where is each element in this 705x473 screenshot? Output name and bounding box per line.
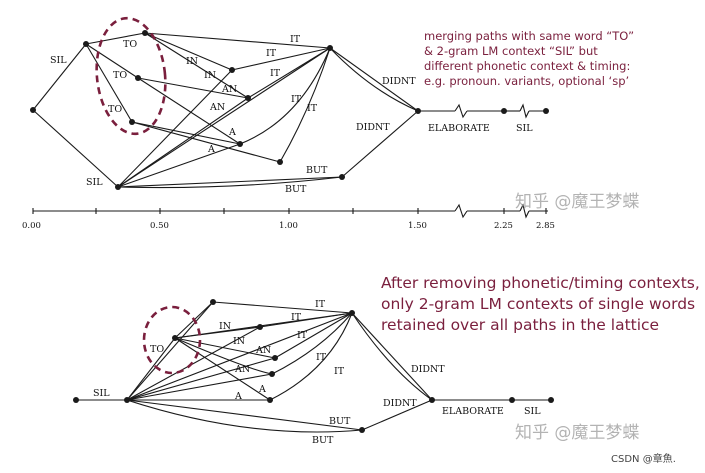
lower-label: SIL — [93, 388, 110, 399]
axis-tick-label: 1.50 — [408, 221, 427, 231]
lower-label: AN — [255, 345, 271, 356]
lower-label: TO — [150, 344, 164, 355]
upper-label: A — [228, 127, 236, 138]
upper-label: IN — [186, 56, 198, 67]
lower-label: BUT — [329, 416, 351, 427]
upper-label: BUT — [306, 165, 328, 176]
lower-label: IN — [233, 336, 245, 347]
upper-label: AN — [209, 102, 225, 113]
lower-label: BUT — [312, 435, 334, 446]
upper-label: IT — [270, 68, 281, 79]
lower-label: IT — [334, 366, 345, 377]
upper-label: A — [207, 144, 215, 155]
lower-label: AN — [234, 364, 250, 375]
lower-label: DIDNT — [411, 364, 445, 375]
lower-lattice: SIL TO IN IN IT IT IT IT IT AN AN A A BU… — [73, 274, 700, 446]
upper-lattice: SIL TO TO TO IN IN AN AN A A IT IT IT IT… — [30, 16, 634, 195]
upper-annotation-line: different phonetic context & timing: — [424, 59, 630, 73]
lower-label: A — [234, 391, 242, 402]
lower-label: DIDNT — [383, 398, 417, 409]
upper-label: IN — [204, 70, 216, 81]
lower-annotation-line: only 2-gram LM contexts of single words — [381, 295, 695, 313]
upper-label: DIDNT — [382, 76, 416, 87]
axis-tick-label: 2.85 — [536, 221, 555, 231]
upper-label: DIDNT — [356, 122, 390, 133]
lower-nodes — [73, 299, 554, 433]
upper-label: BUT — [285, 184, 307, 195]
upper-edges — [32, 32, 546, 189]
lower-annotation-line: After removing phonetic/timing contexts, — [381, 274, 700, 292]
lower-label: A — [258, 384, 266, 395]
axis-tick-label: 1.00 — [279, 221, 298, 231]
upper-label: TO — [123, 39, 137, 50]
lower-edges — [76, 301, 551, 433]
lower-label: IN — [219, 321, 231, 332]
upper-labels: SIL TO TO TO IN IN AN AN A A IT IT IT IT… — [50, 34, 533, 195]
upper-label: SIL — [50, 55, 67, 66]
lower-labels: SIL TO IN IN IT IT IT IT IT AN AN A A BU… — [93, 299, 541, 446]
upper-annotation-line: & 2-gram LM context “SIL” but — [424, 44, 598, 58]
axis-ticks — [32, 208, 547, 214]
lower-annotation: After removing phonetic/timing contexts,… — [381, 274, 700, 334]
upper-label: AN — [221, 84, 237, 95]
upper-label: SIL — [516, 123, 533, 134]
upper-label: IT — [266, 48, 277, 59]
upper-label: IT — [307, 103, 318, 114]
credit-text: CSDN @章魚. — [611, 452, 676, 465]
lower-label: IT — [315, 299, 326, 310]
lower-label: IT — [297, 330, 308, 341]
watermark-text: 知乎 @魔王梦蝶 — [515, 192, 639, 212]
upper-label: SIL — [86, 177, 103, 188]
upper-label: TO — [108, 104, 122, 115]
lower-label: ELABORATE — [442, 406, 504, 417]
upper-label: IT — [291, 94, 302, 105]
axis-tick-label: 2.25 — [494, 221, 513, 231]
upper-nodes — [30, 30, 549, 190]
upper-label: IT — [290, 34, 301, 45]
upper-label: TO — [113, 70, 127, 81]
lower-label: IT — [316, 352, 327, 363]
time-axis: 0.00 0.50 1.00 1.50 2.25 2.85 — [22, 203, 555, 231]
axis-tick-label: 0.00 — [22, 221, 41, 231]
merge-highlight-ring — [142, 305, 202, 375]
lower-label: IT — [291, 312, 302, 323]
watermark-text: 知乎 @魔王梦蝶 — [515, 423, 639, 443]
upper-annotation-line: merging paths with same word “TO” — [424, 29, 634, 43]
upper-annotation-line: e.g. pronoun. variants, optional ‘sp’ — [424, 74, 629, 88]
upper-annotation: merging paths with same word “TO” & 2-gr… — [424, 29, 634, 88]
lower-annotation-line: retained over all paths in the lattice — [381, 316, 659, 334]
merge-highlight-ring — [95, 16, 167, 136]
axis-tick-label: 0.50 — [150, 221, 169, 231]
lower-label: SIL — [524, 406, 541, 417]
upper-label: ELABORATE — [428, 123, 490, 134]
